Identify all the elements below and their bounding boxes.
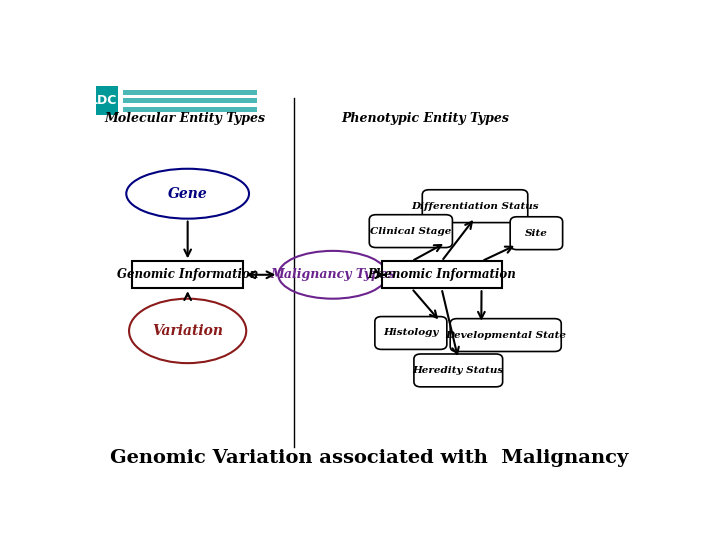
Text: Phenotypic Entity Types: Phenotypic Entity Types	[341, 112, 509, 125]
Text: Molecular Entity Types: Molecular Entity Types	[104, 112, 266, 125]
FancyBboxPatch shape	[450, 319, 561, 352]
Text: Histology: Histology	[383, 328, 438, 338]
Text: Site: Site	[525, 229, 548, 238]
FancyBboxPatch shape	[124, 98, 258, 104]
Text: Phenomic Information: Phenomic Information	[367, 268, 516, 281]
FancyBboxPatch shape	[124, 107, 258, 112]
FancyBboxPatch shape	[124, 90, 258, 95]
FancyBboxPatch shape	[414, 354, 503, 387]
Text: Variation: Variation	[152, 324, 223, 338]
Bar	[382, 261, 502, 288]
Text: Developmental State: Developmental State	[445, 330, 566, 340]
FancyBboxPatch shape	[375, 316, 447, 349]
Text: Genomic Information: Genomic Information	[117, 268, 258, 281]
FancyBboxPatch shape	[96, 85, 118, 114]
Text: Genomic Variation associated with  Malignancy: Genomic Variation associated with Malign…	[110, 449, 628, 467]
Text: Heredity Status: Heredity Status	[413, 366, 504, 375]
Text: Differentiation Status: Differentiation Status	[411, 201, 539, 211]
Text: LDC: LDC	[90, 93, 117, 106]
Text: Malignancy Types: Malignancy Types	[270, 268, 395, 281]
Text: Clinical Stage: Clinical Stage	[370, 227, 451, 235]
FancyBboxPatch shape	[369, 215, 452, 247]
FancyBboxPatch shape	[423, 190, 528, 222]
FancyBboxPatch shape	[510, 217, 562, 249]
Bar	[132, 261, 243, 288]
Text: Gene: Gene	[168, 187, 207, 201]
